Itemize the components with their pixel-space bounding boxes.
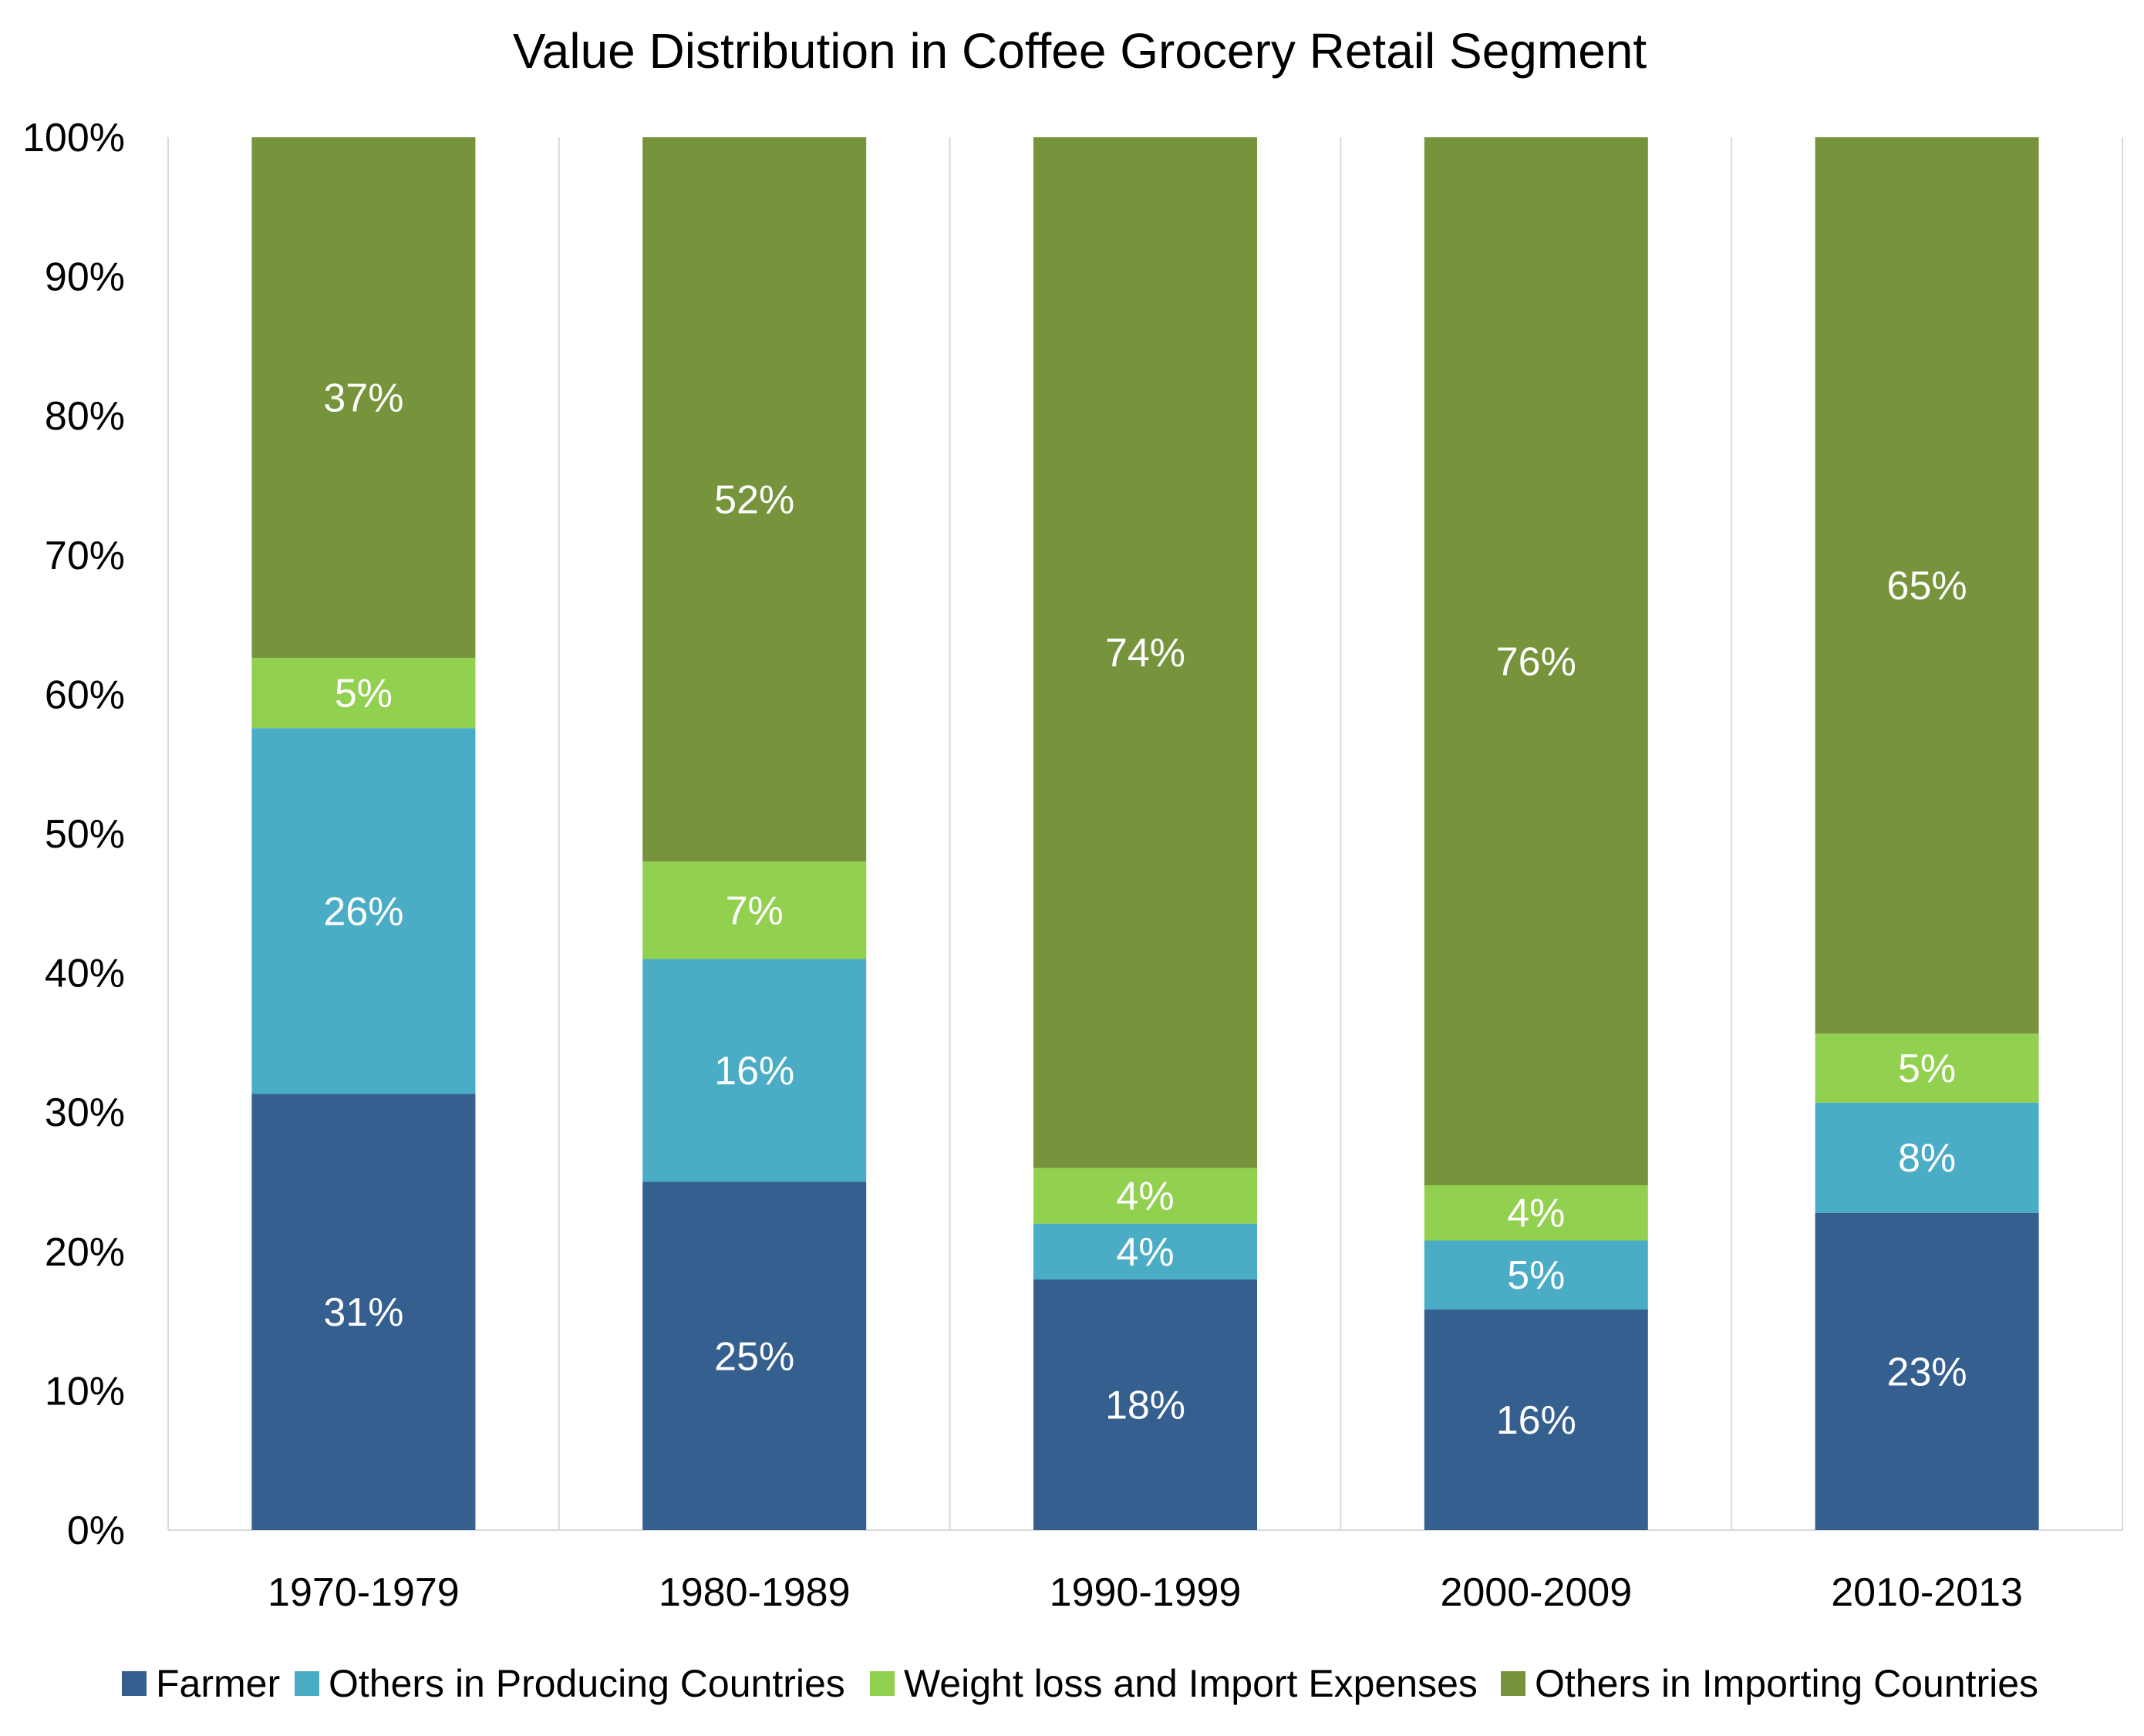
bar-segment: [642, 1181, 867, 1530]
bar-segment: [642, 861, 867, 959]
bar-segment: [1424, 1309, 1648, 1530]
data-label: 18%: [1105, 1383, 1185, 1428]
y-axis: 0% 10% 20% 30% 40% 50% 60% 70% 80% 90% 100%: [22, 116, 125, 1553]
bar-segment: [1033, 1223, 1257, 1279]
legend-entry: Weight loss and Import Expenses: [904, 1662, 1478, 1705]
data-label: 31%: [323, 1290, 403, 1335]
legend-entry: Farmer: [156, 1662, 280, 1705]
data-label: 4%: [1116, 1175, 1174, 1219]
data-label: 5%: [1898, 1047, 1956, 1091]
bar-segment: [1033, 1279, 1257, 1530]
data-label: 74%: [1105, 631, 1185, 676]
bar-segment: [1815, 1102, 2039, 1213]
bars: 31% 26% 5% 37% 25% 16% 7% 52% 18% 4% 4% 74% 16% 5% 4% 7…: [251, 137, 2039, 1530]
legend-entry: Others in Importing Countries: [1535, 1662, 2038, 1705]
legend-swatch: [295, 1671, 319, 1696]
y-tick-label: 30%: [45, 1090, 125, 1135]
legend-swatch: [122, 1671, 147, 1696]
bar-segment: [1424, 1185, 1648, 1241]
y-tick-label: 90%: [45, 255, 125, 300]
x-tick-label: 2000-2009: [1440, 1570, 1632, 1615]
x-tick-label: 1990-1999: [1050, 1570, 1242, 1615]
bar-segment: [1424, 1240, 1648, 1310]
data-label: 26%: [323, 889, 403, 934]
legend: Farmer Others in Producing Countries Weigh…: [122, 1662, 2038, 1705]
data-label: 5%: [335, 672, 393, 716]
bar-segment: [1815, 1033, 2039, 1103]
data-label: 16%: [1496, 1398, 1576, 1443]
data-label: 25%: [714, 1334, 794, 1379]
data-label: 7%: [726, 888, 784, 933]
data-label: 23%: [1887, 1350, 1967, 1394]
chart-title: Value Distribution in Coffee Grocery Ret…: [513, 23, 1647, 79]
bar-segment: [1815, 1212, 2039, 1530]
y-tick-label: 80%: [45, 394, 125, 439]
data-label: 76%: [1496, 639, 1576, 684]
data-label: 52%: [714, 478, 794, 523]
data-label: 16%: [714, 1049, 794, 1094]
data-label: 4%: [1507, 1192, 1565, 1236]
x-tick-label: 2010-2013: [1831, 1570, 2023, 1615]
x-axis: 1970-1979 1980-1989 1990-1999 2000-2009 2010…: [268, 1570, 2023, 1615]
data-label: 37%: [323, 376, 403, 420]
y-tick-label: 100%: [22, 116, 125, 160]
x-tick-label: 1970-1979: [268, 1570, 460, 1615]
y-tick-label: 20%: [45, 1230, 125, 1275]
y-tick-label: 0%: [67, 1508, 125, 1553]
y-tick-label: 10%: [45, 1369, 125, 1414]
legend-swatch: [870, 1671, 895, 1696]
data-label: 65%: [1887, 564, 1967, 608]
bar-segment: [642, 959, 867, 1182]
y-tick-label: 60%: [45, 672, 125, 717]
bar-segment: [251, 728, 476, 1094]
bar-segment: [1033, 137, 1257, 1168]
bar-segment: [251, 137, 476, 658]
bar-segment: [642, 137, 867, 862]
y-tick-label: 50%: [45, 812, 125, 857]
bar-segment: [251, 657, 476, 729]
bar-segment: [1815, 137, 2039, 1034]
data-label: 4%: [1116, 1230, 1174, 1275]
bar-segment: [1424, 137, 1648, 1185]
bar-segment: [1033, 1168, 1257, 1224]
legend-entry: Others in Producing Countries: [329, 1662, 845, 1705]
data-label: 5%: [1507, 1253, 1565, 1298]
data-label: 8%: [1898, 1136, 1956, 1181]
y-tick-label: 70%: [45, 534, 125, 578]
legend-swatch: [1501, 1671, 1525, 1696]
y-tick-label: 40%: [45, 952, 125, 996]
bar-segment: [251, 1094, 476, 1530]
x-tick-label: 1980-1989: [659, 1570, 851, 1615]
